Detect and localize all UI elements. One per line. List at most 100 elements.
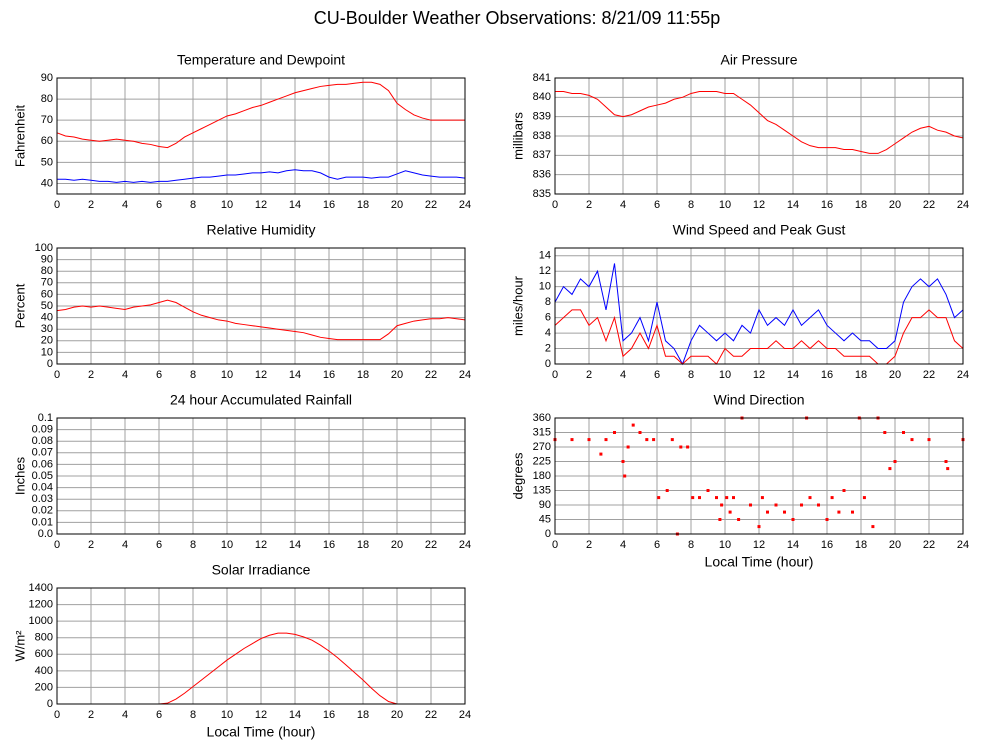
x-tick-label: 8 [688,539,694,551]
y-tick-label: 838 [533,130,551,142]
y-axis-label: miles/hour [510,275,525,336]
chart: Air Pressuremillibars8358368378388398408… [510,52,969,211]
y-tick-label: 10 [41,346,53,358]
x-tick-label: 14 [787,369,799,381]
chart-title: Wind Speed and Peak Gust [673,222,846,238]
x-axis-label: Local Time (hour) [207,724,316,740]
data-point [587,438,591,442]
x-tick-label: 2 [586,369,592,381]
x-tick-label: 22 [425,709,437,721]
data-line [56,81,465,149]
x-tick-label: 22 [425,369,437,381]
x-tick-label: 0 [54,539,60,551]
data-point [638,431,642,434]
x-tick-label: 2 [586,539,592,551]
y-tick-label: 0.02 [32,505,53,517]
y-tick-label: 0.0 [38,528,53,540]
x-tick-label: 4 [620,199,626,211]
y-tick-label: 270 [533,441,551,453]
data-point [623,474,627,478]
data-point [599,452,603,456]
y-tick-label: 0.07 [32,447,53,459]
chart: Wind Speed and Peak Gustmiles/hour024681… [510,222,969,381]
y-tick-label: 50 [41,300,53,312]
y-tick-label: 10 [539,281,551,293]
plot-frame [56,247,466,365]
plot-frame [56,77,466,195]
x-tick-label: 0 [54,709,60,721]
y-tick-label: 90 [539,499,551,511]
x-tick-label: 8 [190,199,196,211]
data-point [766,510,769,514]
x-tick-label: 18 [855,369,867,381]
data-point [749,503,752,507]
x-tick-label: 6 [654,539,660,551]
x-tick-label: 12 [753,539,765,551]
x-tick-label: 22 [425,199,437,211]
data-point [944,460,948,463]
x-tick-label: 24 [459,199,471,211]
y-tick-label: 40 [41,177,53,189]
chart-title: 24 hour Accumulated Rainfall [170,392,352,408]
data-point [670,438,674,442]
data-point [871,525,875,529]
chart-title: Air Pressure [720,52,797,68]
x-tick-label: 6 [156,709,162,721]
y-tick-label: 0 [545,358,551,370]
x-tick-label: 4 [122,369,128,381]
y-tick-label: 50 [41,156,53,168]
y-tick-label: 90 [41,72,53,84]
data-point [715,496,718,500]
x-tick-label: 4 [122,709,128,721]
x-tick-label: 20 [391,369,403,381]
y-tick-label: 225 [533,455,551,467]
x-tick-label: 10 [221,199,233,211]
data-point [808,496,812,500]
data-point [888,467,892,471]
y-tick-label: 70 [41,114,53,126]
x-tick-label: 22 [923,539,935,551]
chart: Temperature and DewpointFahrenheit405060… [12,52,471,211]
x-tick-label: 6 [156,539,162,551]
y-tick-label: 400 [35,665,53,677]
x-tick-label: 0 [552,369,558,381]
data-point [757,525,761,529]
y-tick-label: 1400 [29,582,53,594]
x-tick-label: 20 [391,199,403,211]
y-tick-label: 0.01 [32,516,53,528]
x-tick-label: 2 [88,539,94,551]
y-tick-label: 14 [539,250,551,262]
chart-title: Solar Irradiance [212,562,311,578]
y-tick-label: 0.03 [32,493,53,505]
y-tick-label: 200 [35,681,53,693]
x-tick-label: 16 [323,539,335,551]
y-tick-label: 60 [41,135,53,147]
y-tick-label: 840 [533,91,551,103]
x-tick-label: 24 [459,369,471,381]
data-point [825,518,829,521]
y-tick-label: 0.04 [32,482,53,494]
y-tick-label: 0.08 [32,435,53,447]
x-tick-label: 22 [923,369,935,381]
data-point [862,496,866,500]
chart: 24 hour Accumulated RainfallInches0.00.0… [12,392,471,551]
data-point [830,496,834,500]
y-tick-label: 1200 [29,598,53,610]
data-point [927,438,931,442]
y-tick-label: 30 [41,323,53,335]
y-tick-label: 839 [533,111,551,123]
y-tick-label: 4 [545,327,551,339]
x-tick-label: 20 [889,369,901,381]
x-tick-label: 10 [719,369,731,381]
data-point [706,489,710,492]
y-tick-label: 2 [545,342,551,354]
y-axis-label: Percent [12,283,27,328]
x-tick-label: 16 [323,709,335,721]
y-tick-label: 0.09 [32,424,53,436]
x-tick-label: 14 [787,539,799,551]
plot-frame [56,417,466,535]
chart: Wind Direction degrees Local Time (hour) 0 4… [510,392,969,570]
x-tick-label: 8 [190,369,196,381]
